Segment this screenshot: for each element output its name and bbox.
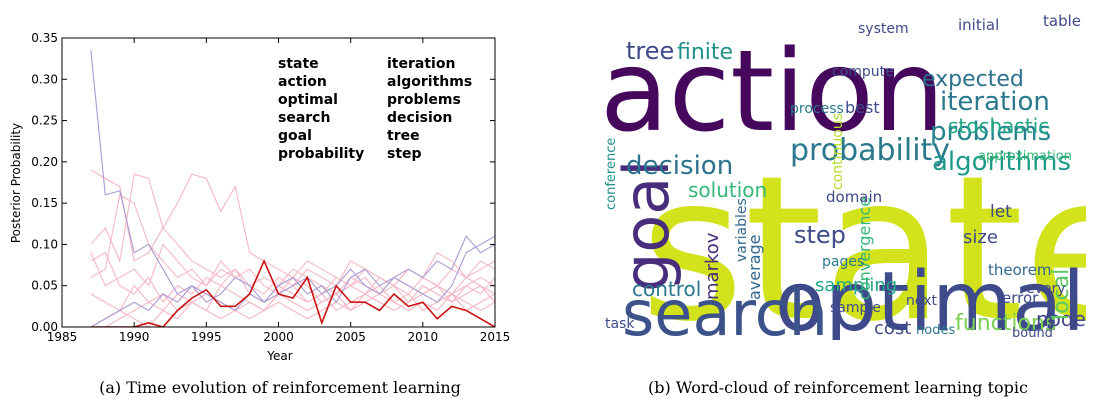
- word: tree: [626, 37, 674, 65]
- word: conference: [604, 138, 619, 210]
- word: step: [794, 221, 846, 249]
- caption: (b) Word-cloud of reinforcement learning…: [648, 378, 1028, 397]
- word: size: [963, 227, 998, 248]
- word: probability: [790, 133, 950, 168]
- word: joint: [604, 345, 636, 361]
- word: initial: [958, 16, 999, 34]
- line: [90, 258, 495, 327]
- annotation: search: [278, 110, 330, 126]
- word: next: [906, 293, 938, 309]
- word: stochastic: [948, 114, 1049, 138]
- word: system: [858, 21, 909, 37]
- x-tick-label: 2010: [408, 330, 439, 344]
- word: problems: [930, 117, 1051, 147]
- x-tick-label: 1990: [119, 330, 150, 344]
- word: compute: [832, 64, 894, 80]
- line: [90, 277, 495, 327]
- word: local: [1049, 269, 1074, 320]
- x-tick-label: 2015: [480, 330, 511, 344]
- word: markov: [702, 232, 723, 300]
- word: theorem: [988, 261, 1051, 279]
- annotation: iteration: [387, 56, 455, 72]
- word: bound: [1012, 326, 1053, 341]
- word: process: [790, 101, 844, 117]
- word: solution: [688, 178, 767, 202]
- annotation: action: [278, 74, 327, 90]
- word: approximation: [978, 149, 1072, 164]
- annotation: goal: [278, 128, 312, 144]
- word: action: [600, 27, 945, 157]
- y-tick-label: 0.15: [31, 196, 58, 210]
- word: sample: [830, 300, 881, 316]
- caption: (a) Time evolution of reinforcement lear…: [99, 378, 461, 397]
- annotation: step: [387, 146, 422, 162]
- annotation: algorithms: [387, 74, 472, 90]
- y-tick-label: 0.35: [31, 31, 58, 45]
- word: nodes: [916, 323, 955, 338]
- x-tick-label: 1995: [191, 330, 222, 344]
- word: cost: [874, 318, 911, 339]
- plot-lines: [90, 50, 495, 327]
- line: [90, 50, 495, 303]
- word: search: [622, 277, 828, 350]
- word: every: [1026, 281, 1066, 297]
- word: table: [1043, 12, 1081, 30]
- word: optimal: [775, 255, 1085, 350]
- word: let: [990, 202, 1012, 222]
- y-axis-label: Posterior Probability: [9, 123, 23, 243]
- x-tick-label: 2005: [335, 330, 366, 344]
- annotation: tree: [387, 128, 420, 144]
- word: convergence: [855, 197, 874, 300]
- word: average: [745, 235, 764, 301]
- word: variables: [734, 198, 750, 262]
- word: decision: [626, 151, 733, 181]
- x-tick-label: 1985: [47, 330, 78, 344]
- line: [90, 284, 495, 312]
- word: sampling: [815, 275, 897, 296]
- word: task: [605, 316, 635, 332]
- word: functions: [955, 311, 1056, 336]
- word: continuous: [830, 113, 846, 190]
- x-axis-label: Year: [266, 349, 292, 363]
- y-tick-label: 0.20: [31, 155, 58, 169]
- annotation: state: [278, 56, 319, 72]
- x-tick-label: 2000: [263, 330, 294, 344]
- y-tick-label: 0.00: [31, 320, 58, 334]
- y-tick-label: 0.05: [31, 279, 58, 293]
- word: control: [632, 277, 701, 301]
- word: best: [845, 98, 880, 117]
- word: pages: [822, 254, 864, 270]
- annotation: optimal: [278, 92, 338, 108]
- y-tick-label: 0.10: [31, 237, 58, 251]
- word: domain: [826, 188, 882, 206]
- word: expected: [922, 67, 1024, 92]
- annotation: decision: [387, 110, 452, 126]
- word: error: [1002, 289, 1039, 307]
- word: state: [640, 133, 1100, 366]
- y-tick-label: 0.25: [31, 114, 58, 128]
- word: iteration: [940, 87, 1050, 117]
- annotation: probability: [278, 146, 364, 162]
- line: [90, 235, 495, 327]
- word: finite: [677, 40, 733, 65]
- word: goal: [610, 159, 683, 292]
- word: node: [1036, 307, 1086, 331]
- annotation: problems: [387, 92, 461, 108]
- word: algorithms: [932, 147, 1071, 177]
- y-tick-label: 0.30: [31, 72, 58, 86]
